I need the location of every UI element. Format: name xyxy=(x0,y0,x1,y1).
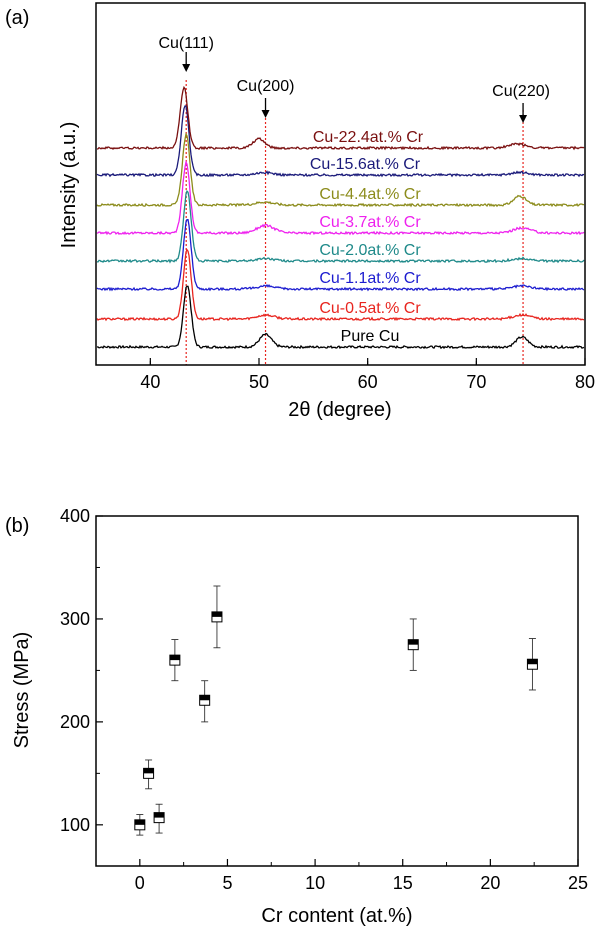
stress-points xyxy=(134,585,538,836)
xrd-pattern-label: Pure Cu xyxy=(341,328,400,345)
data-point-marker-fill xyxy=(154,812,165,818)
data-point-marker-fill xyxy=(408,639,419,645)
xrd-pattern-label: Cu-22.4at.% Cr xyxy=(313,129,424,146)
panel-label-b: (b) xyxy=(5,515,29,537)
xrd-pattern-label: Cu-2.0at.% Cr xyxy=(319,242,421,259)
x-tick-label: 15 xyxy=(393,873,413,893)
x-tick-label: 40 xyxy=(140,372,160,392)
panel-label-a: (a) xyxy=(5,7,29,29)
peak-label: Cu(220) xyxy=(492,83,550,100)
xrd-pattern-label: Cu-15.6at.% Cr xyxy=(310,156,421,173)
xrd-pattern-label: Cu-1.1at.% Cr xyxy=(319,270,421,287)
x-tick-label: 50 xyxy=(249,372,269,392)
xrd-panel: (a) Pure Cu Cu-0.5at.% Cr Cu-1.1at.% Cr Cu-… xyxy=(5,2,595,421)
y-axis-title-b: Stress (MPa) xyxy=(11,632,33,749)
axis-ticks-b: 0 5 10 15 20 25 100 200 300 400 xyxy=(60,506,588,893)
data-point-marker-fill xyxy=(211,611,222,617)
peak-arrow-head xyxy=(261,110,270,118)
x-tick-label: 10 xyxy=(305,873,325,893)
xrd-pattern-line xyxy=(96,285,585,350)
xrd-pattern-line xyxy=(96,160,585,236)
x-tick-label: 25 xyxy=(568,873,588,893)
data-point-marker-fill xyxy=(527,659,538,665)
xrd-patterns: Pure Cu Cu-0.5at.% Cr Cu-1.1at.% Cr Cu-2.0a… xyxy=(96,85,585,350)
x-axis-title-a: 2θ (degree) xyxy=(288,399,391,421)
x-tick-label: 70 xyxy=(466,372,486,392)
x-tick-label: 5 xyxy=(222,873,232,893)
data-point-marker-fill xyxy=(169,655,180,661)
xrd-pattern-line xyxy=(96,85,585,151)
xrd-pattern-line xyxy=(96,132,585,208)
peak-reference-lines xyxy=(185,80,524,365)
x-axis-ticks-a: 40 50 60 70 80 xyxy=(140,358,595,392)
xrd-pattern-label: Cu-0.5at.% Cr xyxy=(319,300,421,317)
stress-panel: (b) 0 5 10 15 20 25 100 200 300 400 Cr content (a… xyxy=(5,506,588,927)
x-tick-label: 60 xyxy=(358,372,378,392)
x-axis-title-b: Cr content (at.%) xyxy=(261,905,412,927)
peak-label: Cu(200) xyxy=(237,78,295,95)
xrd-pattern-line xyxy=(96,105,585,178)
peak-annotations: Cu(111) Cu(200) Cu(220) xyxy=(158,35,550,123)
x-tick-label: 0 xyxy=(135,873,145,893)
data-point-marker-fill xyxy=(199,695,210,701)
y-tick-label: 300 xyxy=(60,609,90,629)
x-tick-label: 20 xyxy=(480,873,500,893)
peak-arrow-head xyxy=(519,115,528,123)
y-tick-label: 400 xyxy=(60,506,90,526)
data-point-marker-fill xyxy=(134,819,145,825)
xrd-pattern-line xyxy=(96,218,585,292)
xrd-pattern-line xyxy=(96,190,585,264)
y-tick-label: 200 xyxy=(60,712,90,732)
xrd-pattern-label: Cu-4.4at.% Cr xyxy=(319,186,421,203)
plot-frame-a xyxy=(95,2,586,366)
peak-label: Cu(111) xyxy=(158,35,213,52)
y-tick-label: 100 xyxy=(60,815,90,835)
y-axis-title-a: Intensity (a.u.) xyxy=(58,122,80,249)
peak-arrow-head xyxy=(182,64,191,72)
xrd-pattern-line xyxy=(96,248,585,322)
x-tick-label: 80 xyxy=(575,372,595,392)
data-point-marker-fill xyxy=(143,768,154,774)
xrd-pattern-label: Cu-3.7at.% Cr xyxy=(319,214,421,231)
plot-frame-b xyxy=(95,515,579,867)
